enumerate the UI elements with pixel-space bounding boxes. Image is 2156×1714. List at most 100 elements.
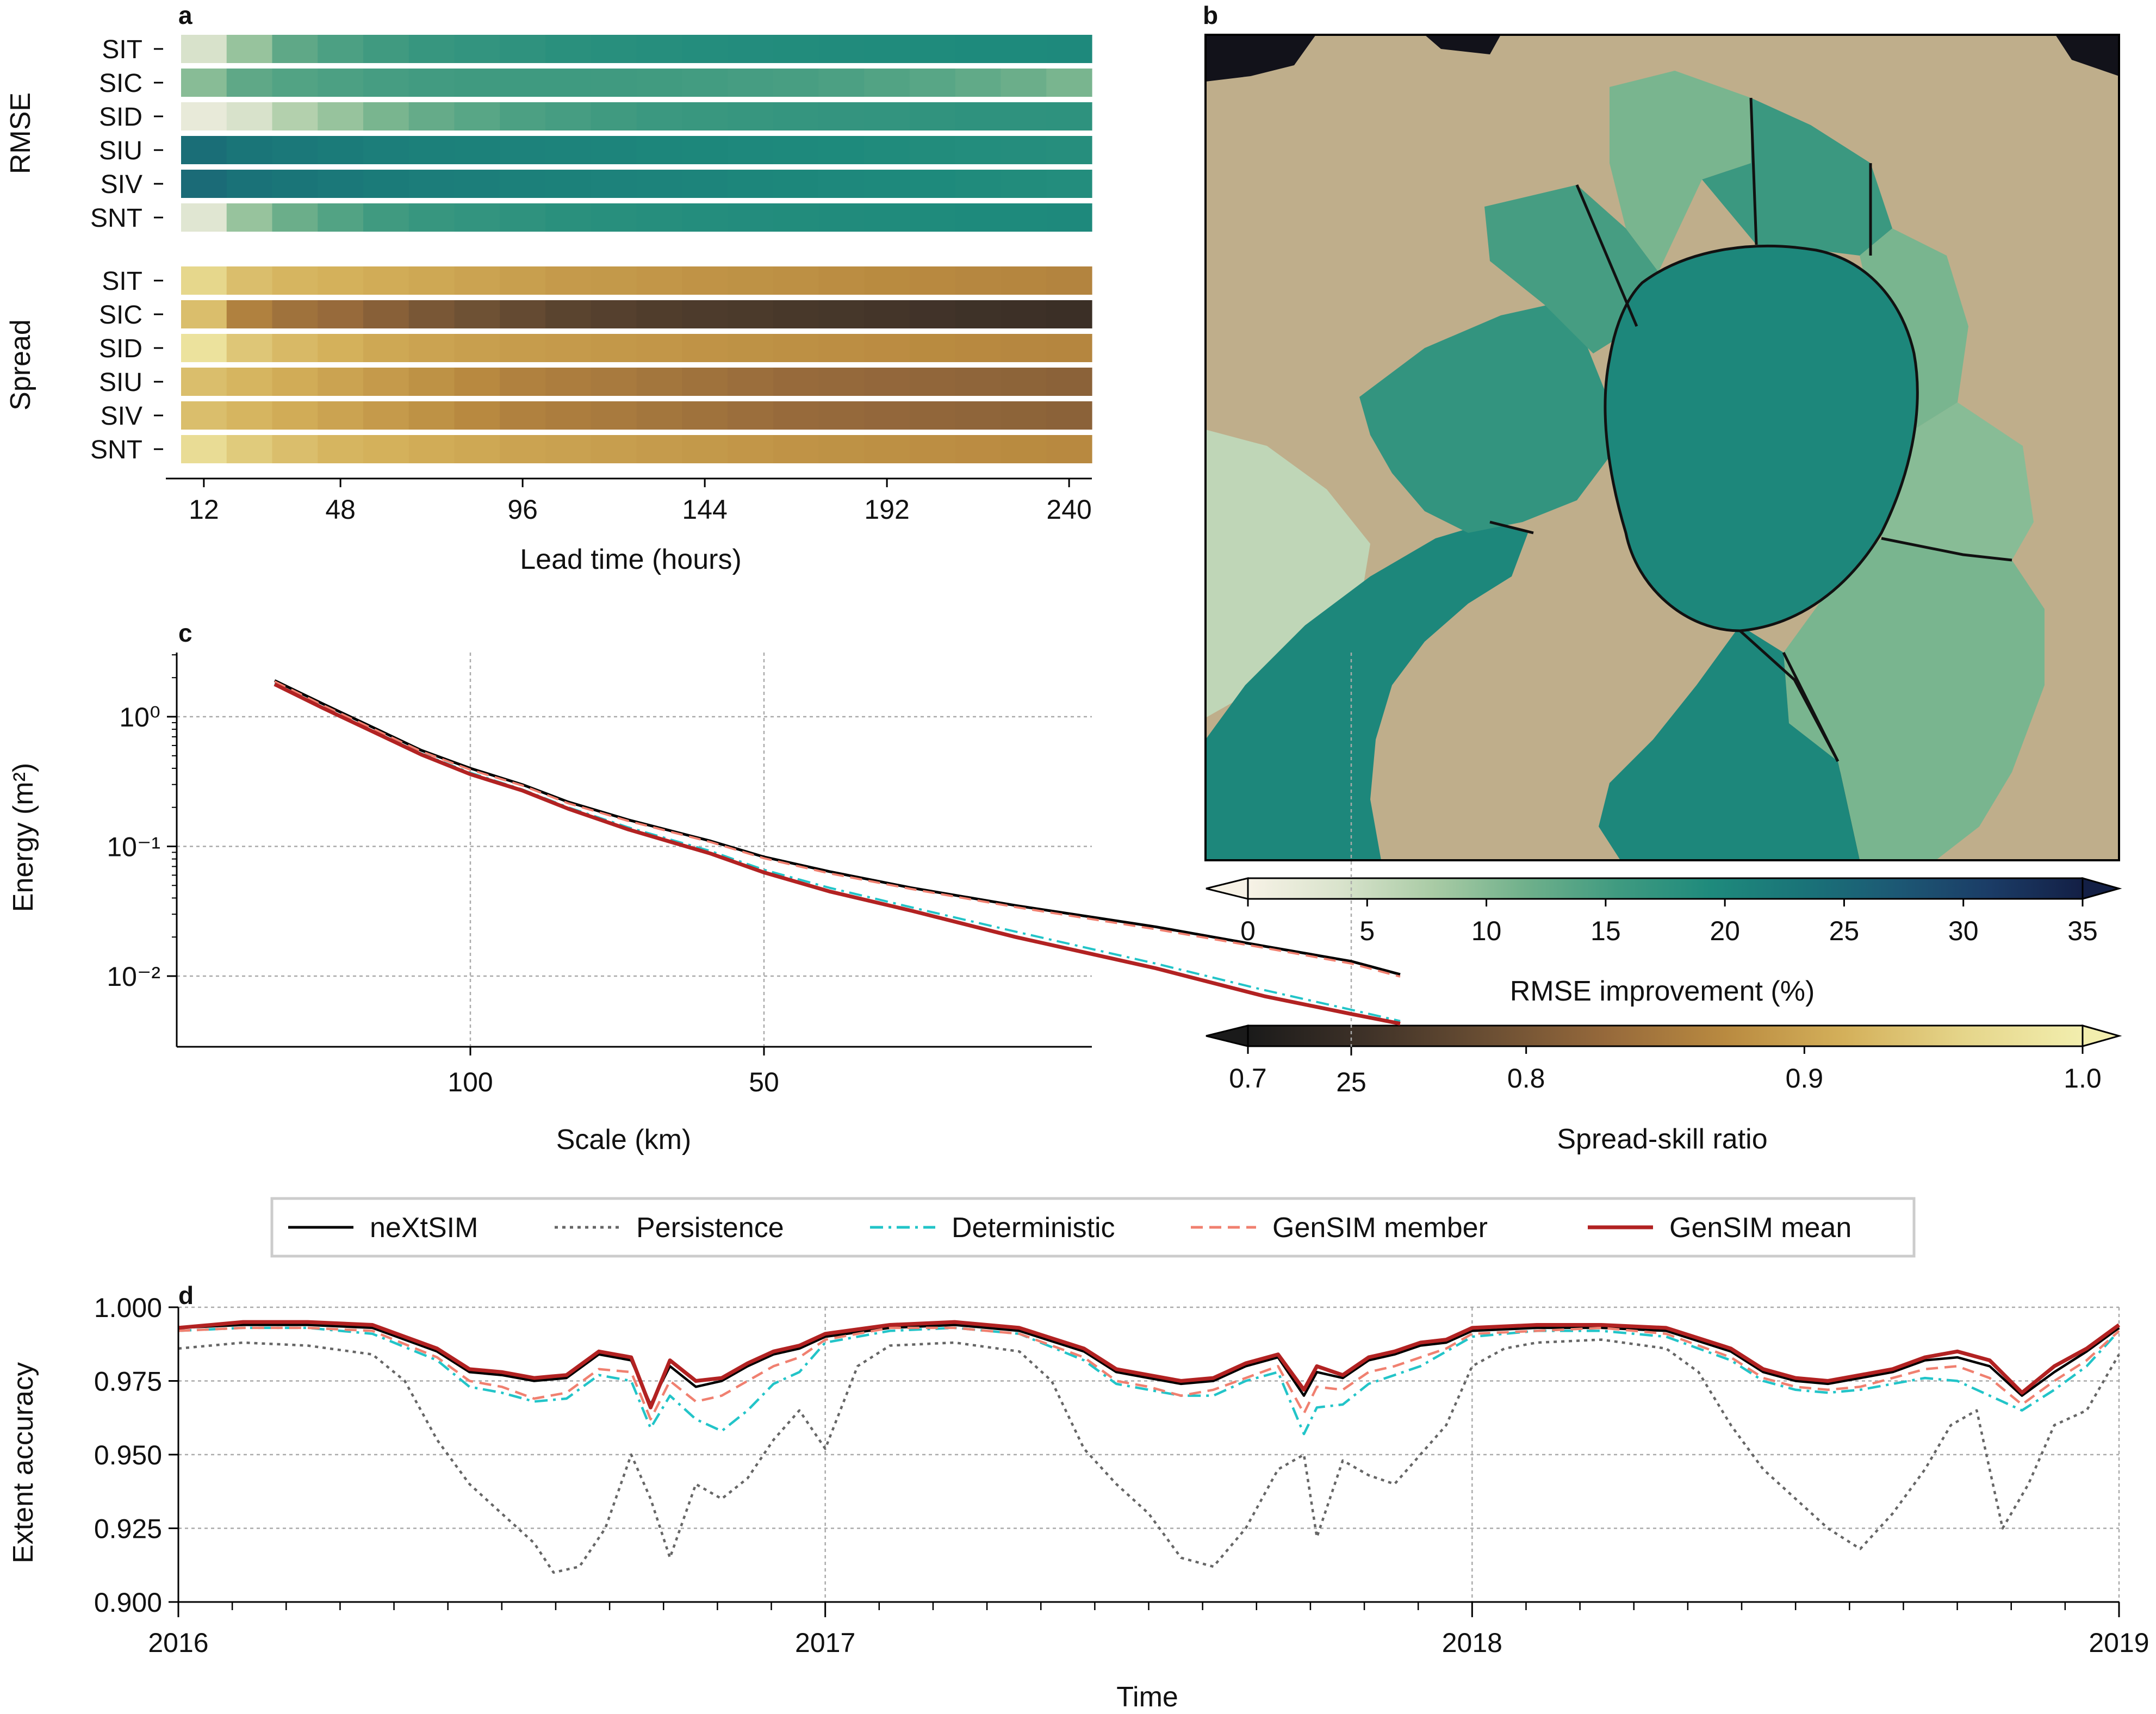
heatmap-cell [955, 266, 1002, 295]
heatmap-cell [226, 102, 273, 131]
map-region-baffin-bay [1206, 522, 1528, 860]
map-region-beaufort [1484, 185, 1658, 353]
colorbar-tick-label: 0.8 [1507, 1063, 1545, 1094]
heatmap-cell [318, 170, 364, 198]
heatmap-cell [454, 266, 500, 295]
colorbar-improvement: 0 5 10 15 20 25 30 35 RMSE improvement (%) [1206, 877, 2122, 1007]
heatmap-cell [955, 170, 1002, 198]
heatmap-cell [181, 102, 227, 131]
panel-d-extent-accuracy: d 2016 2017 2018 2019 0.900 0.925 0.950 0.975 1.… [8, 1281, 2149, 1713]
heatmap-cell [1001, 136, 1047, 164]
heatmap-cell [545, 102, 592, 131]
heatmap-cell [454, 334, 500, 362]
heatmap-cell [272, 266, 318, 295]
heatmap-cell [545, 435, 592, 463]
heatmap-cell [682, 435, 728, 463]
heatmap-row-label: SNT [90, 204, 142, 233]
heatmap-cell [910, 102, 956, 131]
map-frame [1204, 34, 2120, 861]
heatmap-cell [272, 170, 318, 198]
panel-d-y-label: Extent accuracy [8, 1362, 39, 1563]
panel-label-b: b [1203, 1, 1218, 29]
heatmap-cell [728, 435, 774, 463]
heatmap-cell [818, 102, 865, 131]
heatmap-cell [318, 435, 364, 463]
heatmap-cell [500, 102, 546, 131]
heatmap-cell [773, 203, 819, 232]
colorbar-tick-label: 10 [1471, 916, 1502, 946]
colorbar-tick-label: 20 [1710, 916, 1740, 946]
heatmap-row-labels: SIT SIC SID SIU SIV SNT SIT SIC SID SIU SIV SNT [90, 35, 163, 464]
heatmap-cell [318, 136, 364, 164]
heatmap-cell [591, 203, 637, 232]
heatmap-cell [272, 203, 318, 232]
heatmap-cell [500, 170, 546, 198]
heatmap-cell [773, 368, 819, 396]
heatmap-cell [728, 170, 774, 198]
heatmap-cell [1046, 334, 1092, 362]
heatmap-cell [955, 102, 1002, 131]
panel-d-y-tick-label: 0.975 [94, 1367, 162, 1397]
map-outside-domain-nw [1206, 35, 1316, 82]
heatmap-cell [864, 170, 910, 198]
heatmap-cell [318, 334, 364, 362]
heatmap-cell [500, 136, 546, 164]
heatmap-x-tick-label: 240 [1046, 494, 1091, 525]
heatmap-cell [363, 435, 409, 463]
heatmap-cell [955, 136, 1002, 164]
heatmap-cell [363, 266, 409, 295]
heatmap-cell [864, 266, 910, 295]
heatmap-cell [682, 266, 728, 295]
panel-label-c: c [178, 619, 192, 647]
heatmap-cell [545, 266, 592, 295]
heatmap-cell [728, 102, 774, 131]
panel-c-y-tick-label: 10⁻¹ [107, 832, 160, 862]
heatmap-cell [955, 35, 1002, 63]
heatmap-cell [1001, 170, 1047, 198]
colorbar-improvement-high-extend [2082, 877, 2122, 900]
colorbar-improvement-bar [1247, 877, 2084, 900]
heatmap-cell [773, 35, 819, 63]
heatmap-cell [1046, 102, 1092, 131]
heatmap-cell [545, 203, 592, 232]
heatmap-cell [545, 300, 592, 328]
heatmap-cell [500, 368, 546, 396]
heatmap-group-labels: RMSE Spread [5, 92, 36, 411]
heatmap-cell [728, 300, 774, 328]
heatmap-cell [272, 69, 318, 97]
panel-d-axes: 2016 2017 2018 2019 0.900 0.925 0.950 0.975 1.00… [94, 1293, 2149, 1658]
heatmap-cell [818, 368, 865, 396]
heatmap-cell [910, 136, 956, 164]
heatmap-cell [181, 136, 227, 164]
heatmap-cell [591, 35, 637, 63]
heatmap-cell [363, 69, 409, 97]
colorbar-spread-ticks: 0.7 0.8 0.9 1.0 [1229, 1046, 2102, 1094]
heatmap-row-label: SIU [99, 368, 142, 397]
heatmap-cell [864, 300, 910, 328]
panel-d-series-line [178, 1326, 2120, 1436]
heatmap-cell [500, 334, 546, 362]
legend-label: Persistence [636, 1212, 784, 1244]
heatmap-row-label: SIC [99, 301, 142, 330]
heatmap-cell [454, 435, 500, 463]
heatmap-cell [591, 266, 637, 295]
heatmap-cell [1001, 102, 1047, 131]
heatmap-cell [636, 435, 682, 463]
heatmap-cell [272, 334, 318, 362]
map-region-laptev [1860, 228, 1968, 430]
heatmap-cell [910, 266, 956, 295]
heatmap-cell [454, 300, 500, 328]
heatmap-cell [728, 69, 774, 97]
heatmap-cell [955, 203, 1002, 232]
panel-d-series-line [178, 1338, 2120, 1574]
heatmap-x-tick-label: 12 [189, 494, 219, 525]
heatmap-cell [500, 203, 546, 232]
heatmap-cell [408, 334, 455, 362]
heatmap-cell [545, 69, 592, 97]
heatmap-cell [318, 368, 364, 396]
map-outside-domain-ne [2055, 35, 2119, 76]
legend-label: neXtSIM [370, 1212, 478, 1244]
heatmap-cell [591, 102, 637, 131]
heatmap-cell [545, 136, 592, 164]
map-region-hudson-bay [1206, 430, 1370, 718]
